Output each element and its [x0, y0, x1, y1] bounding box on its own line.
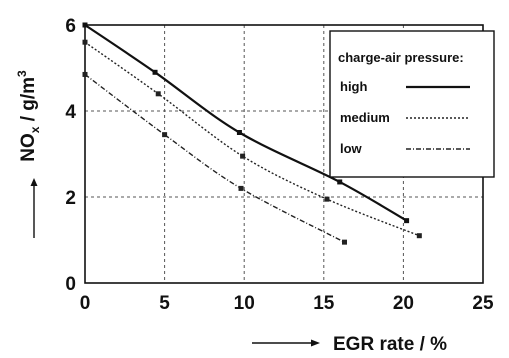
data-point-low-2 [238, 185, 244, 191]
data-point-medium-2 [240, 153, 246, 159]
legend-label-high: high [340, 79, 367, 94]
data-point-medium-4 [416, 233, 422, 239]
data-point-low-1 [162, 132, 168, 138]
data-point-high-2 [236, 130, 242, 135]
series-line-low [84, 73, 345, 243]
data-point-high-0 [82, 22, 88, 28]
data-point-low-0 [82, 71, 88, 77]
y-axis-label: NOx / g/m3 [15, 70, 42, 162]
y-tick-label-1: 2 [65, 188, 76, 209]
data-point-medium-1 [155, 91, 161, 97]
y-axis-label-main: NO [18, 133, 39, 162]
x-tick-label-4: 20 [393, 293, 414, 314]
data-point-high-4 [404, 218, 410, 224]
y-axis-arrow [30, 178, 38, 238]
x-tick-label-0: 0 [80, 293, 91, 314]
y-axis-label-sub: x [28, 126, 42, 133]
x-tick-label-2: 10 [234, 293, 255, 314]
data-point-medium-0 [82, 39, 88, 45]
y-axis-label-sup: 3 [15, 70, 29, 77]
y-tick-label-2: 4 [65, 102, 76, 123]
y-tick-label-0: 0 [65, 274, 76, 295]
legend-label-low: low [340, 141, 363, 156]
legend-box [329, 30, 495, 178]
x-tick-labels: 0 5 10 15 20 25 [80, 293, 494, 314]
legend-title: charge-air pressure: [338, 50, 464, 65]
x-tick-label-3: 15 [313, 293, 335, 314]
x-tick-label-5: 25 [472, 293, 494, 314]
legend-entries: high medium low [340, 79, 470, 156]
x-axis-arrow [252, 339, 320, 347]
x-tick-label-1: 5 [159, 293, 170, 314]
data-point-medium-3 [324, 196, 330, 202]
svg-text:NOx / g/m3: NOx / g/m3 [15, 70, 42, 162]
data-point-high-3 [337, 179, 343, 185]
x-axis-label: EGR rate / % [333, 334, 447, 355]
y-axis-label-unit: / g/m [18, 77, 39, 127]
legend-label-medium: medium [340, 110, 390, 125]
data-point-high-1 [152, 69, 158, 75]
y-tick-labels: 0 2 4 6 [65, 16, 76, 295]
data-point-low-3 [341, 239, 347, 245]
y-tick-label-3: 6 [65, 16, 76, 37]
data-markers [82, 22, 422, 245]
series-line-medium [84, 41, 420, 237]
legend: charge-air pressure: high medium low [329, 30, 495, 178]
